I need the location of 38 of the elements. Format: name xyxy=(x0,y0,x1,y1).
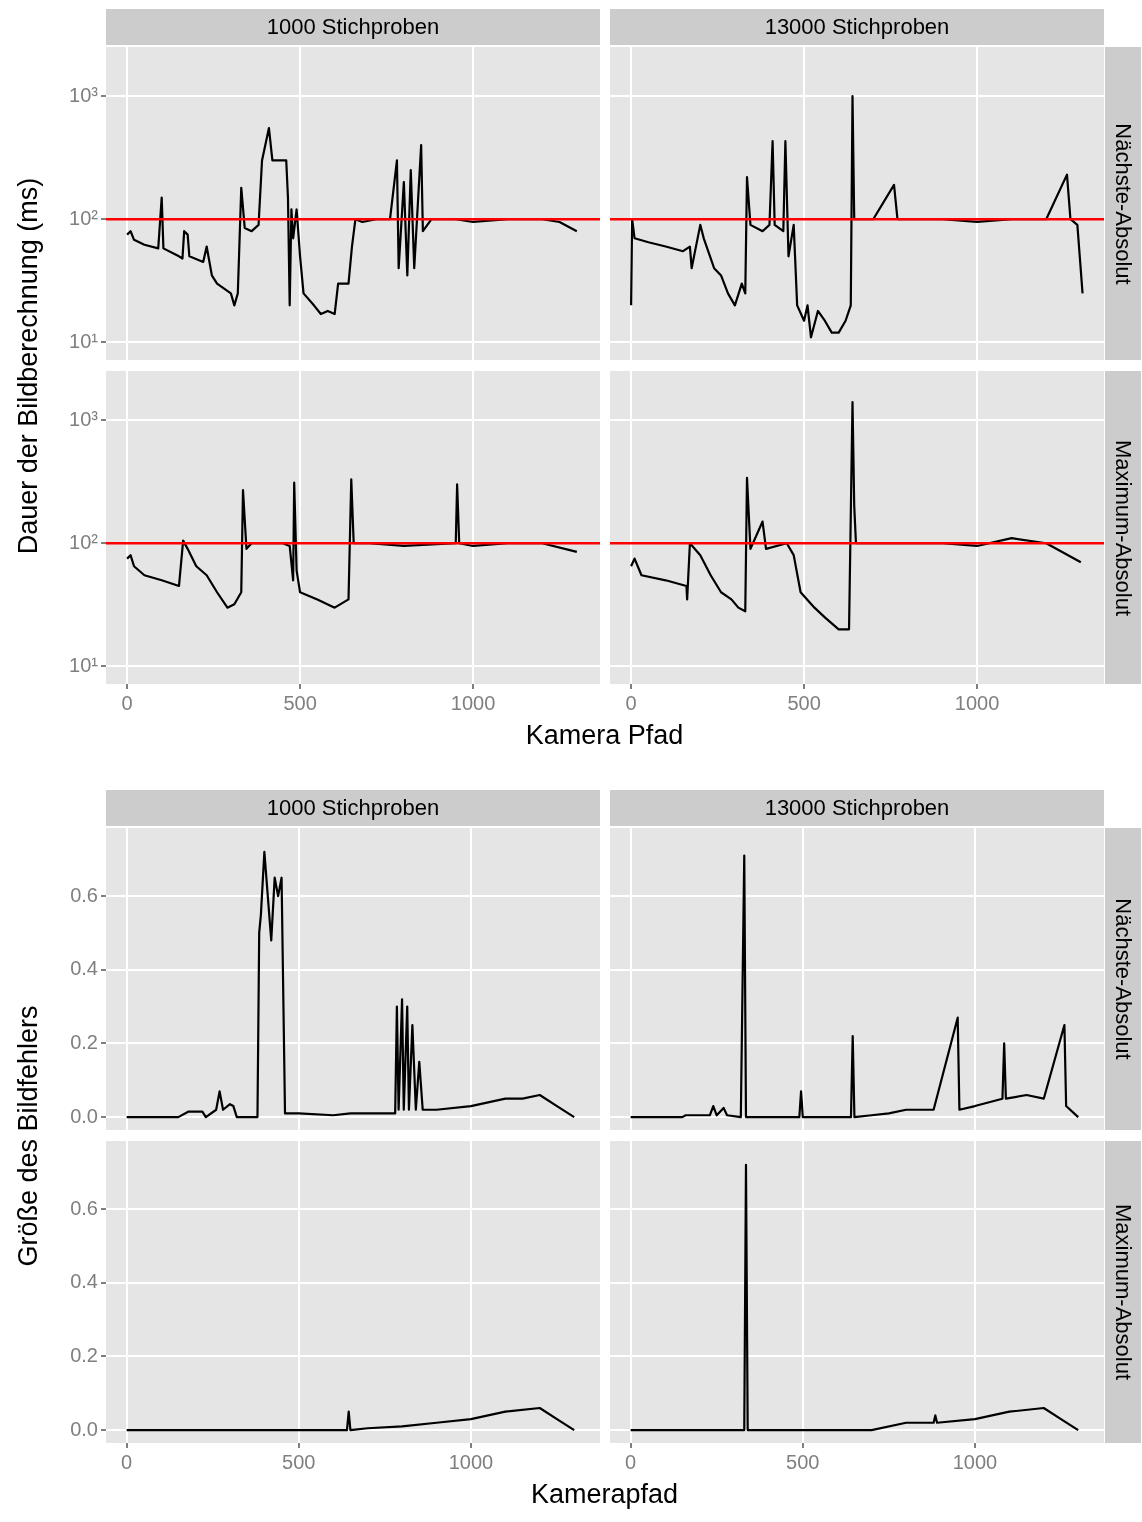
text: Nächste-Absolut xyxy=(1110,898,1136,1060)
x-tick-label: 500 xyxy=(283,691,317,714)
y-tick-label: 0.6 xyxy=(70,1196,98,1219)
x-tick-label: 500 xyxy=(786,1450,820,1473)
y-tick-label: 0.4 xyxy=(70,1270,98,1293)
chart-title: 13000 Stichproben xyxy=(610,9,1104,45)
x-tick-label: 1000 xyxy=(952,1450,998,1473)
y-tick-label: 0.2 xyxy=(70,1030,98,1053)
x-tick-label: 1000 xyxy=(448,1450,494,1473)
x-axis-title: Kamerapfad xyxy=(529,1479,680,1510)
x-tick-label: 1000 xyxy=(954,691,1000,714)
y-axis-title: Dauer der Bildberechnung (ms) xyxy=(12,177,44,554)
x-tick-label: 0 xyxy=(625,691,637,714)
y-tick-label: 10² xyxy=(69,530,99,553)
y-tick-label: 0.0 xyxy=(70,1417,98,1440)
chart-title: 13000 Stichproben xyxy=(610,790,1104,826)
text: Maximum-Absolut xyxy=(1110,439,1136,616)
y-tick-label: 10³ xyxy=(69,83,99,106)
text: Nächste-Absolut xyxy=(1110,122,1136,285)
y-tick-label: 0.0 xyxy=(70,1104,98,1127)
y-axis-title: Größe des Bildfehlers xyxy=(12,1004,44,1267)
chart-title: 1000 Stichproben xyxy=(106,9,600,45)
x-axis-title: Kamera Pfad xyxy=(524,720,685,751)
chart-title: 1000 Stichproben xyxy=(106,790,600,826)
x-tick-label: 0 xyxy=(121,691,133,714)
x-tick-label: 0 xyxy=(625,1450,637,1473)
text: Maximum-Absolut xyxy=(1110,1203,1136,1381)
y-tick-label: 0.4 xyxy=(70,957,98,980)
x-tick-label: 500 xyxy=(282,1450,316,1473)
y-tick-label: 10¹ xyxy=(69,653,99,676)
y-tick-label: 10¹ xyxy=(69,329,99,352)
y-tick-label: 10² xyxy=(69,206,99,229)
x-tick-label: 1000 xyxy=(450,691,496,714)
x-tick-label: 500 xyxy=(787,691,821,714)
x-tick-label: 0 xyxy=(121,1450,133,1473)
y-tick-label: 10³ xyxy=(69,407,99,430)
y-tick-label: 0.2 xyxy=(70,1343,98,1366)
y-tick-label: 0.6 xyxy=(70,883,98,906)
